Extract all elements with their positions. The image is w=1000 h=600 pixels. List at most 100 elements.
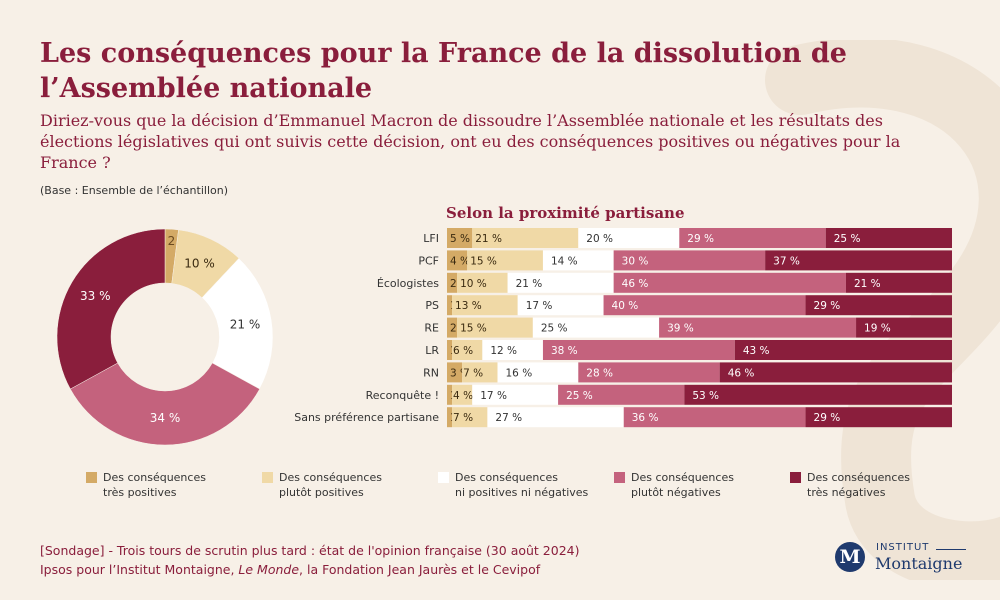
logo-rule — [936, 549, 966, 550]
bar-value-label: 46 % — [728, 367, 755, 379]
bar-category-label: PCF — [418, 254, 439, 267]
bar-segment-positive — [457, 317, 533, 338]
bar-chart-title: Selon la proximité partisane — [446, 204, 685, 222]
bar-value-label: 30 % — [622, 255, 649, 267]
bar-segment-positive — [472, 228, 579, 248]
legend-swatch-negative — [614, 472, 625, 483]
bar-segment-very-positive — [447, 272, 458, 293]
bar-segment-negative — [558, 384, 685, 405]
bar-value-label: 14 % — [551, 255, 578, 267]
bar-segment-neutral — [487, 407, 624, 428]
bar-category-label: RN — [423, 366, 439, 379]
legend-item-very-positive: Des conséquences très positives — [86, 470, 253, 500]
bar-value-label: 17 % — [480, 390, 507, 402]
bar-value-label: 15 % — [470, 255, 497, 267]
bar-segment-positive — [457, 272, 508, 293]
bar-category-label: PS — [425, 299, 439, 312]
footer-line-survey: [Sondage] - Trois tours de scrutin plus … — [40, 543, 580, 558]
bar-value-label: 7 % — [453, 412, 473, 424]
bar-segment-neutral — [507, 272, 614, 293]
bar-segment-very-positive — [447, 362, 463, 383]
bar-value-label: 17 % — [526, 300, 553, 312]
bar-segment-very-positive — [447, 228, 473, 248]
bar-segment-neutral — [578, 228, 680, 248]
bar-value-label: 38 % — [551, 345, 578, 357]
legend-label-line2: plutôt négatives — [631, 486, 721, 499]
bar-segment-positive — [452, 295, 518, 316]
legend-label-line1: Des conséquences — [103, 471, 206, 484]
footer-sponsors-start: Ipsos pour l’Institut Montaigne, — [40, 562, 239, 577]
bar-value-label: 5 % — [450, 233, 470, 245]
bar-value-label: 53 % — [692, 390, 719, 402]
bar-segment-very-positive — [447, 250, 468, 271]
legend-label-line2: très positives — [103, 486, 177, 499]
bar-segment-very-positive — [447, 340, 453, 360]
bar-segment-positive — [452, 384, 473, 405]
bar-category-label: Sans préférence partisane — [294, 411, 439, 424]
bar-segment-negative — [679, 228, 826, 248]
bar-segment-very-positive — [447, 384, 453, 405]
bar-segment-positive — [462, 362, 498, 383]
bar-segment-positive — [452, 340, 483, 360]
bar-segment-negative — [613, 250, 766, 271]
bar-segment-negative — [613, 272, 846, 293]
bar-value-label: 29 % — [814, 412, 841, 424]
bar-value-label: 4 % — [450, 255, 470, 267]
donut-slice-negative — [70, 362, 260, 446]
sample-base-note: (Base : Ensemble de l’échantillon) — [40, 184, 228, 197]
donut-slice-neutral — [201, 257, 274, 390]
legend-swatch-very-negative — [790, 472, 801, 483]
bar-value-label: 7 % — [463, 367, 483, 379]
bar-segment-very-positive — [447, 295, 453, 316]
chart-legend: Des conséquences très positives Des consé… — [86, 470, 966, 504]
legend-swatch-positive — [262, 472, 273, 483]
bar-value-label: 25 % — [834, 233, 861, 245]
legend-label-line2: plutôt positives — [279, 486, 364, 499]
survey-question: Diriez-vous que la décision d’Emmanuel M… — [40, 111, 901, 172]
footer-sponsor-lemonde: Le Monde — [238, 562, 300, 577]
bar-value-label: 28 % — [586, 367, 613, 379]
donut-chart: 2 %10 %21 %34 %33 % — [56, 228, 274, 446]
bar-value-label: 6 % — [453, 345, 473, 357]
bar-category-label: LR — [425, 344, 439, 357]
bar-segment-negative — [623, 407, 806, 428]
bar-value-label: 46 % — [622, 278, 649, 290]
bar-value-label: 36 % — [632, 412, 659, 424]
bar-segment-positive — [467, 250, 543, 271]
bar-category-label: Écologistes — [377, 277, 439, 290]
bar-value-label: 39 % — [667, 323, 694, 335]
legend-swatch-neutral — [438, 472, 449, 483]
bar-segment-very-negative — [825, 228, 952, 248]
donut-label-positive: 10 % — [184, 257, 215, 271]
logo-text-montaigne: Montaigne — [875, 554, 963, 573]
legend-item-positive: Des conséquences plutôt positives — [262, 470, 429, 500]
logo-text-institut: INSTITUT — [876, 542, 930, 553]
bar-value-label: 21 % — [516, 278, 543, 290]
bar-value-label: 29 % — [687, 233, 714, 245]
bar-segment-very-negative — [719, 362, 952, 383]
bar-value-label: 21 % — [854, 278, 881, 290]
bar-value-label: 15 % — [460, 323, 487, 335]
bar-segment-very-negative — [805, 295, 952, 316]
bar-segment-negative — [659, 317, 857, 338]
bar-value-label: 21 % — [475, 233, 502, 245]
legend-label-line1: Des conséquences — [807, 471, 910, 484]
bar-value-label: 40 % — [612, 300, 639, 312]
bar-category-label: RE — [424, 322, 439, 335]
donut-slice-very-negative — [56, 228, 166, 390]
bar-category-label: LFI — [423, 232, 439, 245]
institut-montaigne-logo: M INSTITUT Montaigne — [835, 542, 970, 578]
footer-line-sponsors: Ipsos pour l’Institut Montaigne, Le Mond… — [40, 560, 579, 579]
legend-item-neutral: Des conséquences ni positives ni négative… — [438, 470, 605, 500]
donut-label-very-negative: 33 % — [80, 289, 111, 303]
bar-value-label: 10 % — [460, 278, 487, 290]
bar-value-label: 37 % — [773, 255, 800, 267]
page-title: Les conséquences pour la France de la di… — [40, 38, 847, 104]
legend-label-line1: Des conséquences — [455, 471, 558, 484]
bar-segment-very-negative — [734, 340, 952, 360]
bar-segment-neutral — [532, 317, 660, 338]
bar-segment-very-negative — [684, 384, 952, 405]
legend-item-negative: Des conséquences plutôt négatives — [614, 470, 781, 500]
donut-label-neutral: 21 % — [230, 317, 260, 331]
legend-label-line2: ni positives ni négatives — [455, 486, 589, 499]
